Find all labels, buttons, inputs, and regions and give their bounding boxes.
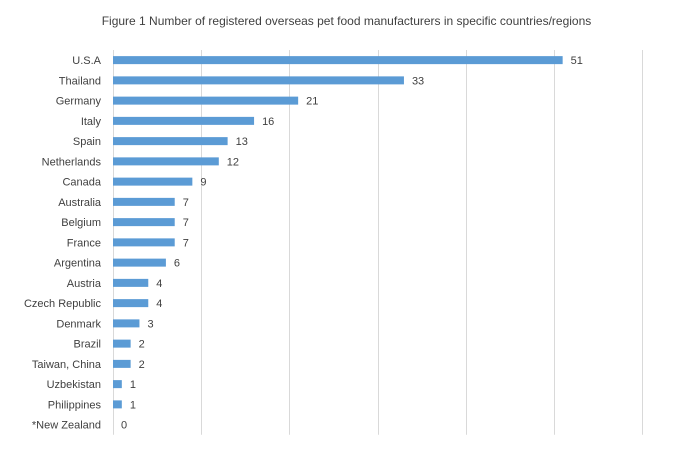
category-label: Italy [81, 116, 102, 128]
value-label: 1 [130, 379, 136, 391]
bar [113, 339, 131, 348]
category-labels: U.S.A Thailand Germany Italy Spain Netherland… [24, 55, 102, 432]
bar [113, 116, 255, 125]
bar [113, 56, 563, 65]
category-label: Canada [62, 177, 101, 189]
bar [113, 238, 175, 247]
value-label: 2 [139, 359, 145, 371]
value-label: 33 [412, 75, 424, 87]
bar [113, 400, 122, 409]
value-label: 0 [121, 420, 127, 432]
bar [113, 218, 175, 227]
bar [113, 96, 299, 105]
category-label: Philippines [48, 399, 102, 411]
category-label: Brazil [73, 339, 101, 351]
value-label: 7 [183, 237, 189, 249]
category-label: Belgium [61, 217, 101, 229]
chart-title: Figure 1 Number of registered overseas p… [101, 14, 592, 28]
category-label: Australia [58, 197, 102, 209]
bar [113, 299, 149, 308]
category-label: Spain [73, 136, 101, 148]
category-label: France [67, 237, 101, 249]
value-label: 1 [130, 399, 136, 411]
category-label: Czech Republic [24, 298, 102, 310]
value-label: 12 [227, 156, 239, 168]
value-label: 13 [236, 136, 248, 148]
category-label: Thailand [59, 75, 101, 87]
category-label: *New Zealand [32, 420, 101, 432]
value-label: 4 [156, 298, 162, 310]
value-label: 3 [147, 318, 153, 330]
bars [113, 56, 563, 409]
category-label: Netherlands [42, 156, 102, 168]
category-label: Uzbekistan [47, 379, 101, 391]
bar [113, 258, 166, 267]
category-label: Austria [67, 278, 102, 290]
category-label: Argentina [54, 258, 102, 270]
value-label: 7 [183, 217, 189, 229]
category-label: U.S.A [72, 55, 101, 67]
value-label: 51 [571, 55, 583, 67]
value-label: 7 [183, 197, 189, 209]
category-label: Taiwan, China [32, 359, 102, 371]
value-label: 6 [174, 258, 180, 270]
bar [113, 319, 140, 328]
category-label: Denmark [56, 318, 101, 330]
value-label: 2 [139, 339, 145, 351]
category-label: Germany [56, 96, 102, 108]
gridlines [113, 50, 643, 435]
bar [113, 157, 219, 166]
value-label: 9 [200, 177, 206, 189]
bar [113, 76, 404, 85]
bar [113, 359, 131, 368]
bar [113, 380, 122, 389]
value-label: 21 [306, 96, 318, 108]
value-label: 16 [262, 116, 274, 128]
bar [113, 137, 228, 146]
bar [113, 278, 149, 287]
bar [113, 177, 193, 186]
bar [113, 197, 175, 206]
value-label: 4 [156, 278, 162, 290]
